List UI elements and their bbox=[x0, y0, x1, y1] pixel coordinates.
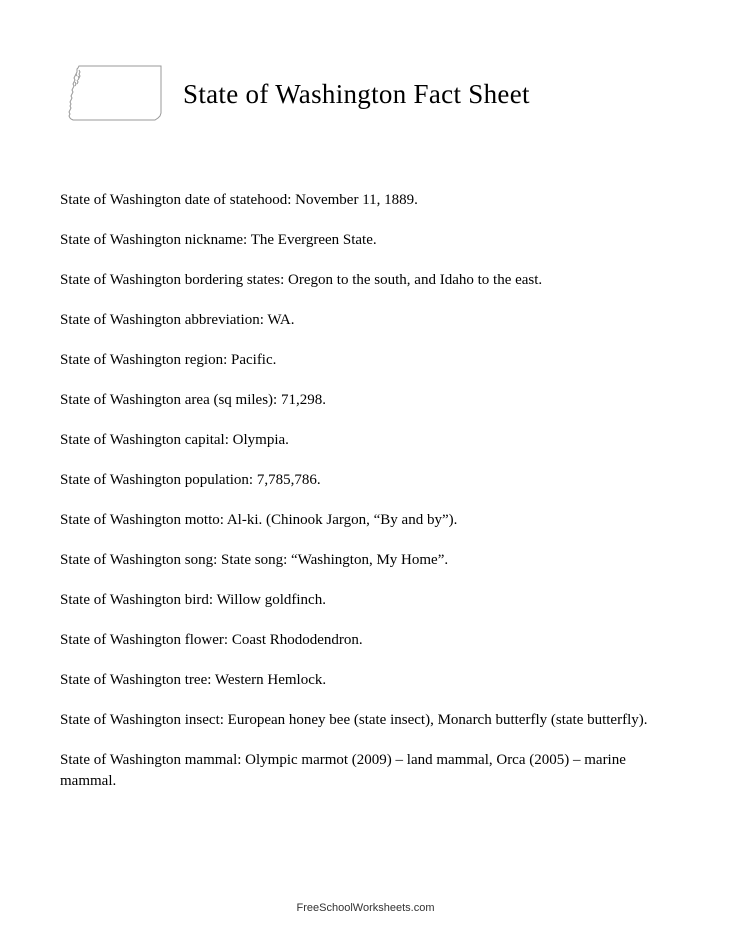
fact-item: State of Washington abbreviation: WA. bbox=[60, 310, 671, 331]
fact-item: State of Washington song: State song: “W… bbox=[60, 550, 671, 571]
fact-item: State of Washington bird: Willow goldfin… bbox=[60, 590, 671, 611]
fact-item: State of Washington motto: Al-ki. (Chino… bbox=[60, 510, 671, 531]
document-header: State of Washington Fact Sheet bbox=[65, 58, 671, 130]
fact-item: State of Washington mammal: Olympic marm… bbox=[60, 750, 671, 792]
fact-item: State of Washington population: 7,785,78… bbox=[60, 470, 671, 491]
fact-item: State of Washington nickname: The Evergr… bbox=[60, 230, 671, 251]
fact-item: State of Washington region: Pacific. bbox=[60, 350, 671, 371]
fact-item: State of Washington area (sq miles): 71,… bbox=[60, 390, 671, 411]
fact-item: State of Washington date of statehood: N… bbox=[60, 190, 671, 211]
facts-list: State of Washington date of statehood: N… bbox=[60, 190, 671, 902]
fact-item: State of Washington tree: Western Hemloc… bbox=[60, 670, 671, 691]
washington-state-outline-icon bbox=[65, 58, 165, 130]
fact-item: State of Washington capital: Olympia. bbox=[60, 430, 671, 451]
fact-item: State of Washington flower: Coast Rhodod… bbox=[60, 630, 671, 651]
fact-item: State of Washington bordering states: Or… bbox=[60, 270, 671, 291]
page-title: State of Washington Fact Sheet bbox=[183, 79, 530, 110]
footer-attribution: FreeSchoolWorksheets.com bbox=[60, 902, 671, 919]
fact-item: State of Washington insect: European hon… bbox=[60, 710, 671, 731]
